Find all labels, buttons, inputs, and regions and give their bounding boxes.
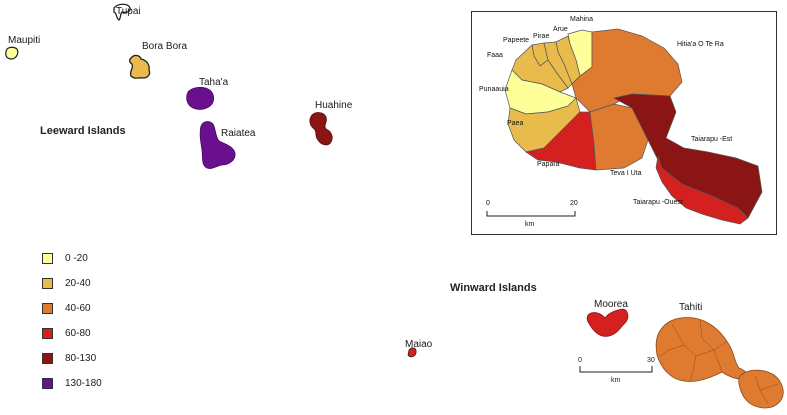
label-taiarapu-est: Taiarapu -Est bbox=[691, 136, 733, 143]
label-tahiti: Tahiti bbox=[679, 302, 703, 313]
label-maiao: Maiao bbox=[405, 339, 433, 350]
legend: 0 -20 20-40 40-60 60-80 80-130 130-180 bbox=[42, 246, 102, 396]
legend-item: 60-80 bbox=[42, 321, 102, 346]
island-tahaa[interactable] bbox=[186, 86, 215, 110]
label-papara: Papara bbox=[537, 161, 560, 168]
label-winward-islands: Winward Islands bbox=[450, 282, 537, 294]
label-faaa: Faaa bbox=[487, 52, 503, 59]
island-bora-bora[interactable] bbox=[128, 54, 151, 79]
inset-scale-bar bbox=[486, 211, 576, 217]
legend-label: 130-180 bbox=[65, 378, 102, 389]
label-punaauia: Punaauia bbox=[479, 86, 509, 93]
legend-swatch bbox=[42, 278, 53, 289]
tahiti-commune-borders bbox=[659, 319, 779, 405]
label-tahaa: Taha'a bbox=[199, 77, 229, 88]
legend-item: 20-40 bbox=[42, 271, 102, 296]
legend-label: 60-80 bbox=[65, 328, 91, 339]
label-teva-i-uta: Teva I Uta bbox=[610, 170, 642, 177]
label-taiarapu-ouest: Taiarapu -Ouest bbox=[633, 199, 683, 206]
legend-swatch bbox=[42, 303, 53, 314]
island-huahine[interactable] bbox=[309, 112, 333, 146]
legend-item: 80-130 bbox=[42, 346, 102, 371]
legend-label: 20-40 bbox=[65, 278, 91, 289]
legend-swatch bbox=[42, 378, 53, 389]
island-maupiti[interactable] bbox=[5, 46, 19, 60]
inset-map-tahiti: Mahina Arue Papeete Pirae Faaa Hitia'a O… bbox=[471, 11, 777, 235]
label-pirae: Pirae bbox=[533, 33, 550, 40]
label-leeward-islands: Leeward Islands bbox=[40, 125, 126, 137]
label-papeete: Papeete bbox=[503, 37, 530, 44]
label-raiatea: Raiatea bbox=[221, 128, 256, 139]
main-scale-bar bbox=[579, 366, 653, 373]
commune-taiarapu-est[interactable] bbox=[613, 93, 763, 219]
label-arue: Arue bbox=[553, 26, 568, 33]
legend-swatch bbox=[42, 328, 53, 339]
label-paea: Paea bbox=[507, 120, 524, 127]
island-tupai[interactable] bbox=[113, 3, 131, 21]
commune-taiarapu-ouest[interactable] bbox=[655, 155, 749, 225]
inset-scale-end: 20 bbox=[570, 200, 578, 207]
label-tupai: Tupai bbox=[116, 6, 141, 17]
label-moorea: Moorea bbox=[594, 299, 628, 310]
inset-map-svg bbox=[486, 28, 763, 225]
main-scale-end: 30 bbox=[647, 357, 655, 364]
commune-teva-i-uta[interactable] bbox=[589, 103, 649, 171]
main-scale-unit: km bbox=[611, 377, 621, 384]
legend-swatch bbox=[42, 253, 53, 264]
island-maiao[interactable] bbox=[407, 347, 417, 358]
label-bora-bora: Bora Bora bbox=[142, 41, 188, 52]
label-mahina: Mahina bbox=[570, 16, 593, 23]
legend-item: 0 -20 bbox=[42, 246, 102, 271]
legend-item: 40-60 bbox=[42, 296, 102, 321]
label-maupiti: Maupiti bbox=[8, 35, 41, 46]
inset-scale-unit: km bbox=[525, 221, 535, 228]
island-tahiti-nui[interactable] bbox=[655, 317, 748, 382]
label-huahine: Huahine bbox=[315, 100, 353, 111]
island-tahiti-iti[interactable] bbox=[738, 369, 784, 409]
legend-label: 0 -20 bbox=[65, 253, 88, 264]
island-moorea[interactable] bbox=[586, 308, 629, 337]
legend-label: 40-60 bbox=[65, 303, 91, 314]
legend-swatch bbox=[42, 353, 53, 364]
legend-label: 80-130 bbox=[65, 353, 97, 364]
island-raiatea[interactable] bbox=[199, 121, 236, 169]
inset-scale-start: 0 bbox=[486, 200, 490, 207]
main-scale-start: 0 bbox=[578, 357, 582, 364]
legend-item: 130-180 bbox=[42, 371, 102, 396]
label-hitiaa: Hitia'a O Te Ra bbox=[677, 41, 724, 48]
